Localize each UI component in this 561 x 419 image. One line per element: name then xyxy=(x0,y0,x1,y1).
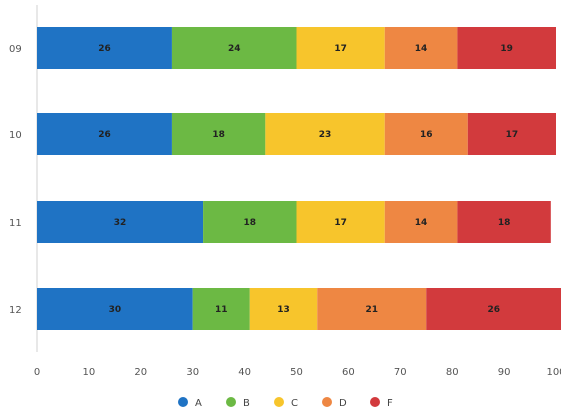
legend-item-A: A xyxy=(178,397,202,409)
bar-segment-12-A xyxy=(37,288,193,330)
legend-label-C: C xyxy=(291,398,298,409)
data-label-12-F: 26 xyxy=(487,305,500,315)
x-tick-label-90: 90 xyxy=(498,367,511,378)
bar-segment-09-B xyxy=(171,27,297,69)
y-tick-label-12: 12 xyxy=(9,305,22,316)
bar-row-12: 30 11 13 21 26 xyxy=(37,288,561,330)
bar-segment-09-F xyxy=(457,27,556,69)
data-label-11-D: 14 xyxy=(415,218,428,228)
x-tick-label-20: 20 xyxy=(134,367,147,378)
x-tick-label-0: 0 xyxy=(34,367,40,378)
data-label-12-B: 11 xyxy=(215,305,228,315)
y-tick-label-09: 09 xyxy=(9,44,22,55)
bar-row-09: 26 24 17 14 19 xyxy=(37,27,556,69)
bar-segment-10-F xyxy=(467,113,556,155)
legend-item-F: F xyxy=(370,397,393,409)
x-tick-label-10: 10 xyxy=(83,367,96,378)
data-label-10-B: 18 xyxy=(212,130,225,140)
legend-marker-B xyxy=(226,397,236,407)
y-tick-label-11: 11 xyxy=(9,218,22,229)
legend-item-C: C xyxy=(274,397,298,409)
data-label-12-D: 21 xyxy=(365,305,378,315)
legend-item-D: D xyxy=(322,397,347,409)
bar-segment-12-B xyxy=(192,288,250,330)
legend-label-B: B xyxy=(243,398,250,409)
bar-row-11: 32 18 17 14 18 xyxy=(37,201,551,243)
x-tick-label-70: 70 xyxy=(394,367,407,378)
bar-segment-11-F xyxy=(457,201,551,243)
data-label-10-F: 17 xyxy=(506,130,519,140)
data-label-10-C: 23 xyxy=(319,130,332,140)
y-tick-labels: 09 10 11 12 xyxy=(9,44,22,316)
bar-segment-10-D xyxy=(384,113,468,155)
bar-segment-11-D xyxy=(384,201,458,243)
legend-label-A: A xyxy=(195,398,202,409)
data-label-09-A: 26 xyxy=(98,44,111,54)
data-label-11-A: 32 xyxy=(114,218,127,228)
x-tick-label-100: 100 xyxy=(546,367,561,378)
legend-marker-C xyxy=(274,397,284,407)
bar-segment-10-B xyxy=(171,113,266,155)
data-label-11-F: 18 xyxy=(498,218,511,228)
data-label-10-D: 16 xyxy=(420,130,433,140)
x-tick-label-50: 50 xyxy=(290,367,303,378)
x-tick-label-60: 60 xyxy=(342,367,355,378)
bar-segment-09-A xyxy=(37,27,172,69)
data-label-11-B: 18 xyxy=(244,218,257,228)
legend-label-D: D xyxy=(339,398,347,409)
bar-segment-12-D xyxy=(317,288,427,330)
bar-segment-12-F xyxy=(426,288,561,330)
data-label-09-C: 17 xyxy=(334,44,347,54)
bar-segment-10-A xyxy=(37,113,172,155)
bar-segment-09-D xyxy=(384,27,458,69)
x-tick-label-30: 30 xyxy=(186,367,199,378)
data-label-09-F: 19 xyxy=(500,44,513,54)
y-tick-label-10: 10 xyxy=(9,130,22,141)
bar-segment-11-A xyxy=(37,201,204,243)
legend-label-F: F xyxy=(387,398,393,409)
data-label-09-D: 14 xyxy=(415,44,428,54)
legend-marker-F xyxy=(370,397,380,407)
bar-segment-11-B xyxy=(203,201,297,243)
data-label-12-C: 13 xyxy=(277,305,290,315)
data-label-09-B: 24 xyxy=(228,44,241,54)
bar-segment-09-C xyxy=(296,27,385,69)
bar-segment-10-C xyxy=(265,113,385,155)
x-tick-label-40: 40 xyxy=(238,367,251,378)
data-label-12-A: 30 xyxy=(109,305,122,315)
x-tick-label-80: 80 xyxy=(446,367,459,378)
bar-segment-11-C xyxy=(296,201,385,243)
bar-segment-12-C xyxy=(249,288,318,330)
legend-marker-D xyxy=(322,397,332,407)
bars-group: 26 24 17 14 19 26 18 23 16 17 32 18 17 14 18 30 11 13 21 26 xyxy=(37,27,561,330)
legend-marker-A xyxy=(178,397,188,407)
x-tick-labels: 0 10 20 30 40 50 60 70 80 90 100 xyxy=(34,367,561,378)
legend-item-B: B xyxy=(226,397,250,409)
bar-row-10: 26 18 23 16 17 xyxy=(37,113,556,155)
data-label-11-C: 17 xyxy=(334,218,347,228)
data-label-10-A: 26 xyxy=(98,130,111,140)
